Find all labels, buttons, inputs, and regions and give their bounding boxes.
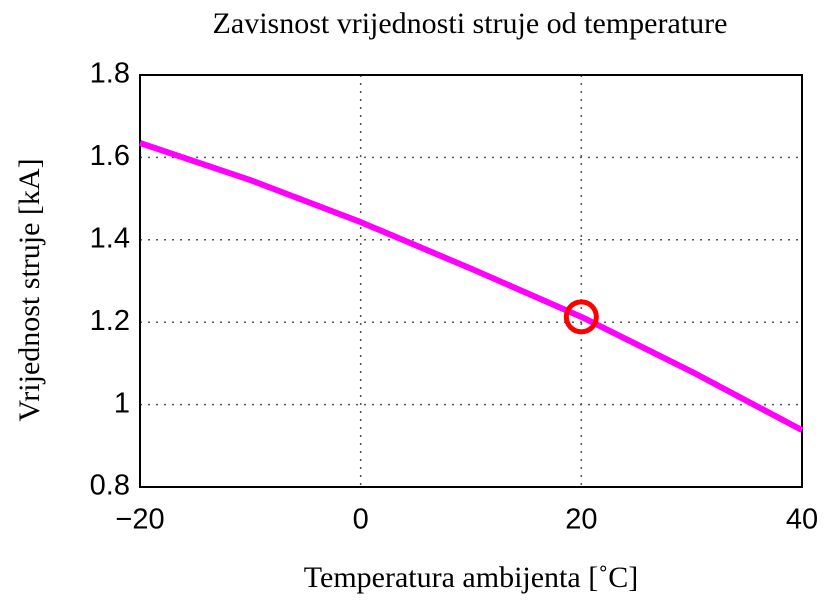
line bbox=[139, 140, 804, 433]
x-tick-label: 20 bbox=[565, 504, 597, 536]
x-axis-label: Temperatura ambijenta [˚C] bbox=[304, 561, 638, 594]
y-tick-label: 0.8 bbox=[90, 470, 130, 502]
plot-frame bbox=[139, 74, 803, 488]
y-tick-label: 1.6 bbox=[90, 140, 130, 172]
plot-area bbox=[140, 75, 802, 487]
chart-title: Zavisnost vrijednosti struje od temperat… bbox=[213, 7, 728, 40]
x-tick-label: 0 bbox=[353, 504, 369, 536]
x-tick-label: 40 bbox=[786, 504, 818, 536]
x-tick-label: −20 bbox=[115, 504, 164, 536]
y-tick-label: 1.2 bbox=[90, 305, 130, 337]
y-tick-label: 1.4 bbox=[90, 222, 130, 254]
y-tick-label: 1 bbox=[114, 387, 130, 419]
y-axis-label: Vrijednost struje [kA] bbox=[13, 158, 46, 421]
y-tick-label: 1.8 bbox=[90, 58, 130, 90]
marker bbox=[563, 299, 599, 335]
